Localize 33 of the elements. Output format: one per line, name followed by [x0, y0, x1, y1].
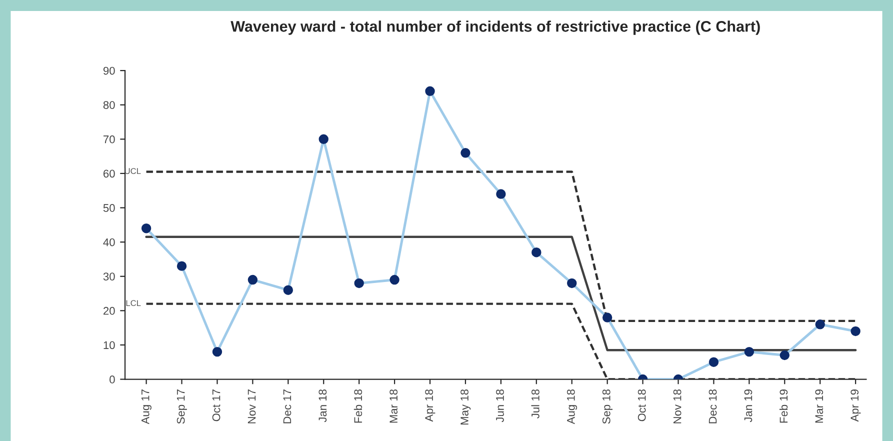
- x-tick-label: Dec 18: [708, 389, 717, 424]
- y-tick-label: 50: [103, 204, 115, 212]
- x-tick-label: Jun 18: [496, 389, 504, 422]
- x-tick-label: Apr 18: [425, 389, 436, 422]
- y-tick-label: 30: [103, 272, 115, 280]
- x-tick-label: Mar 18: [390, 389, 398, 423]
- x-tick-label: Mar 19: [815, 390, 824, 423]
- x-tick-label: Feb 18: [354, 389, 362, 423]
- x-tick-label: Sep 18: [602, 389, 613, 424]
- y-tick-label: 10: [104, 341, 115, 350]
- x-tick-label: Nov 18: [673, 389, 682, 424]
- x-tick-label: Feb 19: [779, 390, 788, 423]
- y-tick-label: 70: [104, 135, 115, 144]
- x-tick-label: Dec 17: [283, 390, 292, 424]
- x-tick-label: Nov 17: [248, 390, 256, 424]
- y-tick-label: 60: [104, 170, 115, 178]
- x-tick-label: Aug 17: [142, 390, 152, 424]
- x-tick-label: May 18: [460, 389, 471, 425]
- x-tick-label: Jul 18: [531, 389, 540, 418]
- y-tick-label: 20: [104, 306, 115, 315]
- x-tick-label: Oct 17: [212, 390, 220, 422]
- x-tick-label: Jan 18: [318, 389, 327, 422]
- series-label: LCL: [126, 300, 141, 306]
- x-tick-label: Apr 19: [850, 390, 861, 422]
- y-tick-label: 80: [103, 101, 115, 109]
- chart-title: Waveney ward - total number of incidents of restrictive practice (C Chart): [230, 20, 760, 35]
- x-tick-label: Sep 17: [176, 390, 187, 424]
- y-tick-label: 40: [103, 238, 115, 246]
- x-tick-label: Oct 18: [638, 389, 646, 422]
- x-tick-label: Jan 19: [744, 390, 752, 422]
- x-tick-label: Aug 18: [566, 389, 578, 424]
- y-tick-label: 0: [110, 376, 115, 384]
- y-tick-label: 90: [103, 66, 115, 75]
